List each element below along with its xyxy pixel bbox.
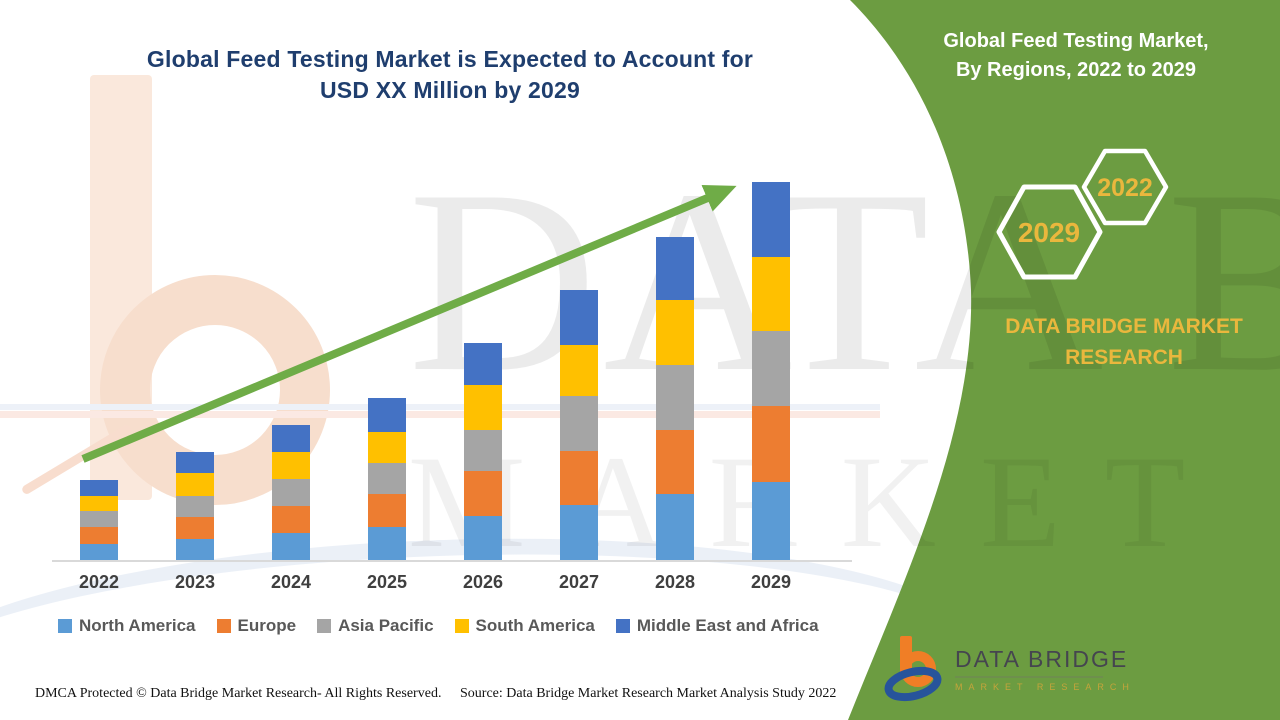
bar-segment-2024-europe — [272, 505, 310, 533]
legend-swatch-south-america — [454, 619, 469, 633]
legend-item-asia-pacific: Asia Pacific — [317, 616, 434, 636]
bar-segment-2028-south-america — [656, 300, 694, 365]
chart-title-line1: Global Feed Testing Market is Expected t… — [146, 46, 754, 72]
legend-label-asia-pacific: Asia Pacific — [338, 616, 434, 635]
x-axis-line — [52, 560, 852, 562]
x-axis-label-2022: 2022 — [78, 572, 120, 592]
bar-segment-2029-north-america — [752, 481, 790, 560]
bar-segment-2026-north-america — [464, 516, 502, 560]
bar-segment-2025-middle-east-and-africa — [368, 398, 406, 432]
bar-segment-2025-asia-pacific — [368, 462, 406, 494]
hexagon-label-2022: 2022 — [1097, 174, 1153, 202]
bar-segment-2029-europe — [752, 406, 790, 482]
bar-segment-2025-north-america — [368, 526, 406, 560]
legend-swatch-middle-east-and-africa — [615, 619, 630, 633]
legend-item-middle-east-and-africa: Middle East and Africa — [615, 616, 819, 636]
bar-segment-2023-asia-pacific — [176, 495, 214, 517]
bar-segment-2023-middle-east-and-africa — [176, 451, 214, 473]
legend-swatch-north-america — [58, 619, 72, 633]
company-logo: DATA BRIDGE MARKET RESEARCH — [883, 634, 1135, 702]
x-axis-label-2028: 2028 — [654, 572, 696, 592]
bar-segment-2023-north-america — [176, 539, 214, 560]
legend-swatch-asia-pacific — [317, 619, 332, 633]
panel-title-line2: By Regions, 2022 to 2029 — [955, 59, 1197, 81]
bar-segment-2027-europe — [560, 450, 598, 505]
bar-segment-2024-asia-pacific — [272, 479, 310, 506]
bar-segment-2023-south-america — [176, 473, 214, 496]
x-axis-label-2024: 2024 — [270, 572, 312, 592]
bar-segment-2024-north-america — [272, 533, 310, 560]
bar-segment-2028-asia-pacific — [656, 365, 694, 430]
bar-segment-2024-south-america — [272, 451, 310, 479]
bar-segment-2029-middle-east-and-africa — [752, 181, 790, 257]
legend: North America Europe Asia Pacific South Ame… — [58, 616, 819, 636]
bar-segment-2022-asia-pacific — [80, 511, 118, 527]
panel-title-line1: Global Feed Testing Market, — [943, 30, 1209, 52]
bar-segment-2026-middle-east-and-africa — [464, 343, 502, 385]
bar-segment-2023-europe — [176, 516, 214, 539]
x-axis-label-2026: 2026 — [462, 572, 504, 592]
chart-title-line2: USD XX Million by 2029 — [319, 77, 581, 103]
bar-segment-2028-north-america — [656, 494, 694, 560]
bar-segment-2025-europe — [368, 494, 406, 527]
legend-item-south-america: South America — [454, 616, 595, 636]
bar-segment-2026-asia-pacific — [464, 430, 502, 471]
hexagon-label-2029: 2029 — [1017, 217, 1081, 248]
legend-label-middle-east-and-africa: Middle East and Africa — [636, 616, 819, 635]
bar-segment-2022-middle-east-and-africa — [80, 479, 118, 496]
bar-segment-2026-europe — [464, 470, 502, 516]
logo-divider — [955, 676, 1103, 678]
logo-brand-text: DATA BRIDGE — [955, 646, 1129, 672]
bar-segment-2029-south-america — [752, 256, 790, 331]
bar-segment-2022-europe — [80, 526, 118, 544]
x-axis-label-2027: 2027 — [558, 572, 600, 592]
bar-segment-2022-north-america — [80, 544, 118, 560]
legend-label-north-america: North America — [79, 616, 196, 635]
bar-segment-2025-south-america — [368, 431, 406, 463]
bar-segment-2022-south-america — [80, 496, 118, 511]
bar-segment-2029-asia-pacific — [752, 331, 790, 406]
bar-segment-2027-middle-east-and-africa — [560, 289, 598, 345]
dmca-note: DMCA Protected © Data Bridge Market Rese… — [35, 686, 442, 701]
bar-segment-2028-middle-east-and-africa — [656, 236, 694, 300]
chart-title: Global Feed Testing Market is Expected t… — [90, 44, 810, 106]
legend-item-europe: Europe — [216, 616, 297, 636]
legend-label-europe: Europe — [237, 616, 297, 635]
x-axis-label-2023: 2023 — [174, 572, 216, 592]
bar-segment-2028-europe — [656, 430, 694, 494]
panel-title: Global Feed Testing Market, By Regions, … — [880, 27, 1272, 85]
legend-label-south-america: South America — [475, 616, 595, 635]
bar-segment-2027-north-america — [560, 505, 598, 560]
company-logo-icon — [884, 636, 942, 702]
logo-sub-text: MARKET RESEARCH — [955, 682, 1135, 692]
source-note: Source: Data Bridge Market Research Mark… — [460, 686, 837, 701]
x-axis-label-2025: 2025 — [366, 572, 408, 592]
legend-item-north-america: North America — [58, 616, 196, 636]
bar-segment-2027-asia-pacific — [560, 396, 598, 451]
bar-segment-2026-south-america — [464, 385, 502, 430]
legend-swatch-europe — [216, 619, 231, 633]
panel-brand-text: DATA BRIDGE MARKET RESEARCH — [1005, 315, 1243, 369]
bar-segment-2027-south-america — [560, 345, 598, 396]
bar-segment-2024-middle-east-and-africa — [272, 424, 310, 452]
x-axis-label-2029: 2029 — [750, 572, 792, 592]
